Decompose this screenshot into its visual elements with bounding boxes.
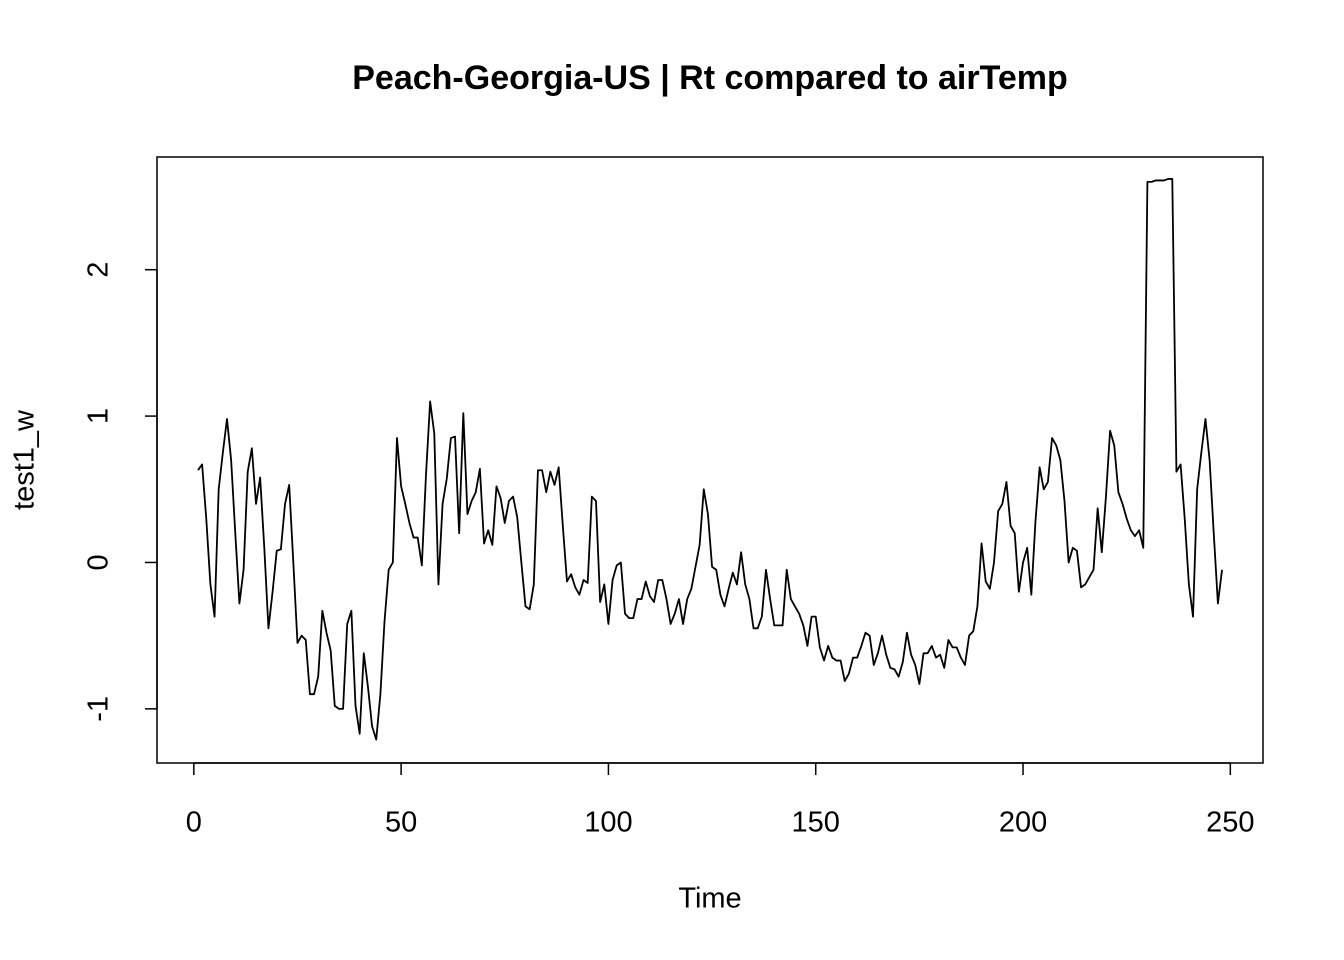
- y-tick-label: 1: [83, 408, 115, 424]
- x-tick-label: 150: [792, 807, 840, 839]
- x-tick-label: 250: [1206, 807, 1254, 839]
- y-tick-label: 0: [83, 554, 115, 570]
- x-tick-label: 100: [584, 807, 632, 839]
- y-axis-label: test1_w: [9, 409, 41, 510]
- x-tick-label: 0: [186, 807, 202, 839]
- y-tick-label: -1: [83, 696, 115, 722]
- x-tick-label: 50: [385, 807, 417, 839]
- x-tick-label: 200: [999, 807, 1047, 839]
- x-axis-label: Time: [678, 883, 741, 915]
- data-line: [197, 178, 1223, 741]
- chart-title: Peach-Georgia-US | Rt compared to airTem…: [352, 59, 1067, 97]
- y-tick-label: 2: [83, 262, 115, 278]
- plot-frame: [156, 156, 1264, 764]
